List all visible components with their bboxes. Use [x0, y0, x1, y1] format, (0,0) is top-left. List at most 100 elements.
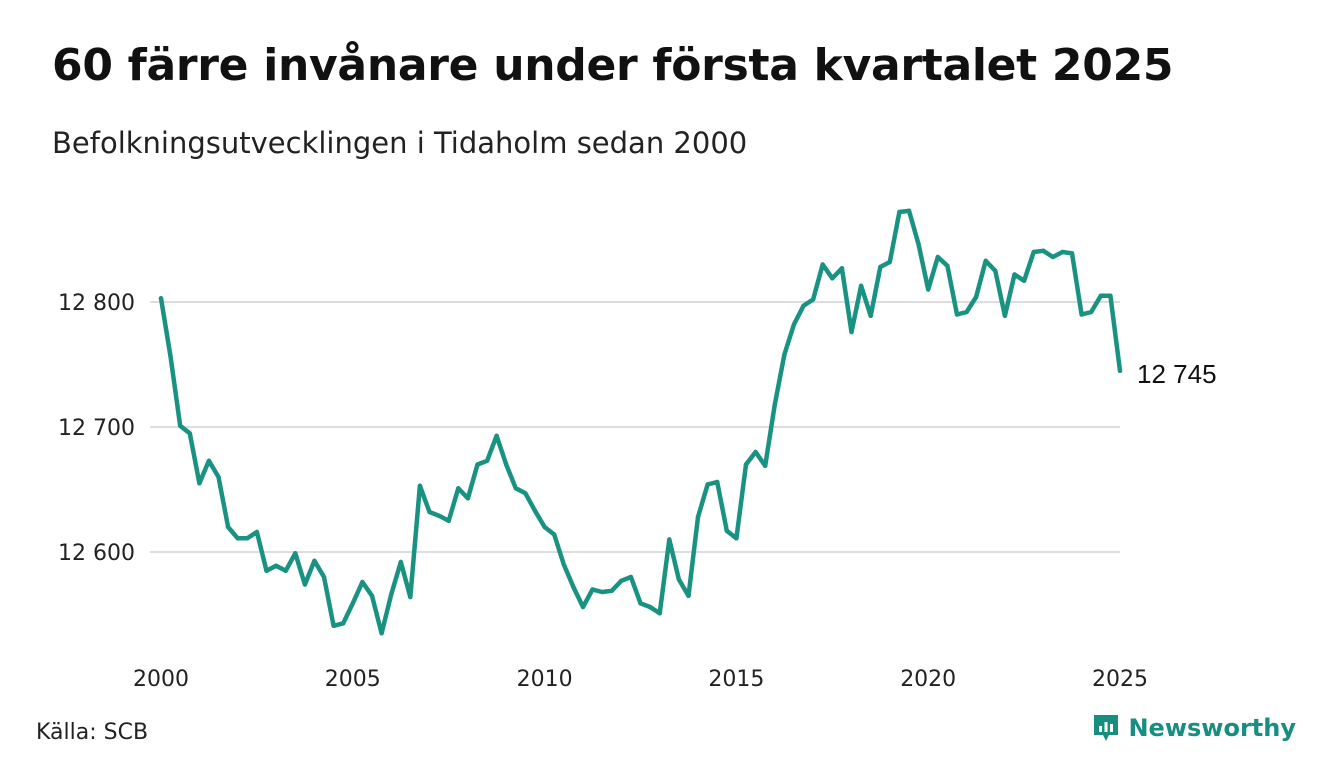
x-tick-label: 2010 [517, 667, 573, 692]
data-point [916, 242, 921, 247]
data-point [830, 276, 835, 281]
data-point [456, 486, 461, 491]
data-point [1069, 251, 1075, 256]
data-point [849, 329, 854, 335]
data-point [484, 458, 490, 463]
data-point [647, 604, 653, 610]
data-point [973, 294, 979, 300]
end-value-label: 12 745 [1137, 359, 1217, 389]
data-point [571, 584, 576, 590]
data-point [235, 536, 240, 541]
data-point [283, 568, 288, 573]
data-point [331, 623, 336, 628]
y-axis-ticks: 12 600 12 700 12 800 [58, 291, 135, 566]
data-point [1117, 368, 1123, 373]
data-point [926, 287, 931, 292]
data-point [552, 532, 557, 537]
x-tick-label: 2025 [1092, 667, 1148, 692]
data-point [609, 588, 614, 593]
data-point [628, 574, 634, 580]
y-tick-label: 12 800 [58, 291, 135, 316]
x-tick-label: 2020 [900, 667, 956, 692]
data-point [1012, 272, 1017, 277]
grid-lines [150, 301, 1120, 553]
data-point [379, 631, 384, 636]
data-point [389, 592, 394, 597]
data-point [417, 483, 423, 488]
series-line [158, 208, 1123, 636]
data-point [858, 283, 864, 288]
source-note: Källa: SCB [36, 720, 149, 745]
data-point [504, 462, 509, 467]
data-point [225, 524, 231, 530]
data-point [1060, 249, 1065, 255]
data-point [513, 486, 518, 491]
data-point [360, 579, 365, 585]
data-point [408, 594, 413, 600]
data-point [312, 558, 317, 563]
x-tick-label: 2005 [325, 667, 381, 692]
data-point [954, 312, 960, 317]
data-point [715, 479, 720, 485]
data-point [427, 509, 432, 515]
y-tick-label: 12 700 [58, 416, 135, 441]
data-point [686, 593, 691, 598]
data-point [657, 611, 662, 616]
brand-logo[interactable]: Newsworthy [1092, 713, 1296, 743]
chart-title: 60 färre invånare under första kvartalet… [52, 40, 1174, 91]
data-point [619, 578, 624, 583]
data-point [868, 313, 873, 318]
data-point [695, 514, 701, 520]
data-point [168, 354, 173, 360]
data-point [532, 508, 538, 513]
data-point [964, 309, 969, 315]
y-tick-label: 12 600 [58, 541, 135, 566]
brand-name: Newsworthy [1128, 714, 1296, 742]
data-point [158, 296, 164, 301]
data-point [1089, 309, 1094, 315]
x-axis-ticks: 2000 2005 2010 2015 2020 2025 [133, 667, 1148, 692]
data-point [398, 559, 403, 565]
data-point [254, 529, 260, 535]
data-point [734, 536, 739, 541]
data-point [801, 303, 806, 308]
data-point [935, 254, 940, 260]
data-point [897, 209, 902, 215]
data-point [887, 259, 892, 265]
data-point [350, 601, 355, 606]
data-point [197, 481, 202, 486]
data-point [638, 601, 643, 606]
data-point [436, 513, 442, 518]
data-point [446, 518, 451, 523]
data-point [676, 577, 682, 582]
data-point [475, 462, 480, 467]
data-point [293, 551, 298, 556]
data-point [302, 582, 308, 587]
data-point [1050, 254, 1056, 260]
data-point [321, 574, 327, 580]
data-point [810, 297, 816, 302]
data-point [945, 263, 950, 268]
chart-subtitle: Befolkningsutvecklingen i Tidaholm sedan… [52, 126, 748, 160]
data-point [1031, 249, 1036, 255]
data-point [561, 562, 566, 567]
data-point [523, 491, 528, 496]
data-point [599, 589, 605, 595]
data-point [791, 322, 797, 327]
data-point [1079, 312, 1084, 317]
data-point [341, 621, 346, 626]
data-point [542, 524, 547, 530]
series-layer [158, 208, 1123, 636]
data-point [782, 352, 787, 357]
data-point [743, 462, 749, 467]
end-label-layer: 12 745 [1137, 359, 1217, 389]
data-point [705, 482, 710, 487]
data-point [1021, 278, 1027, 283]
data-point [245, 536, 250, 541]
data-point [839, 266, 845, 271]
data-point [983, 258, 988, 263]
data-point [590, 587, 595, 592]
x-tick-label: 2000 [133, 667, 189, 692]
data-point [906, 208, 912, 213]
